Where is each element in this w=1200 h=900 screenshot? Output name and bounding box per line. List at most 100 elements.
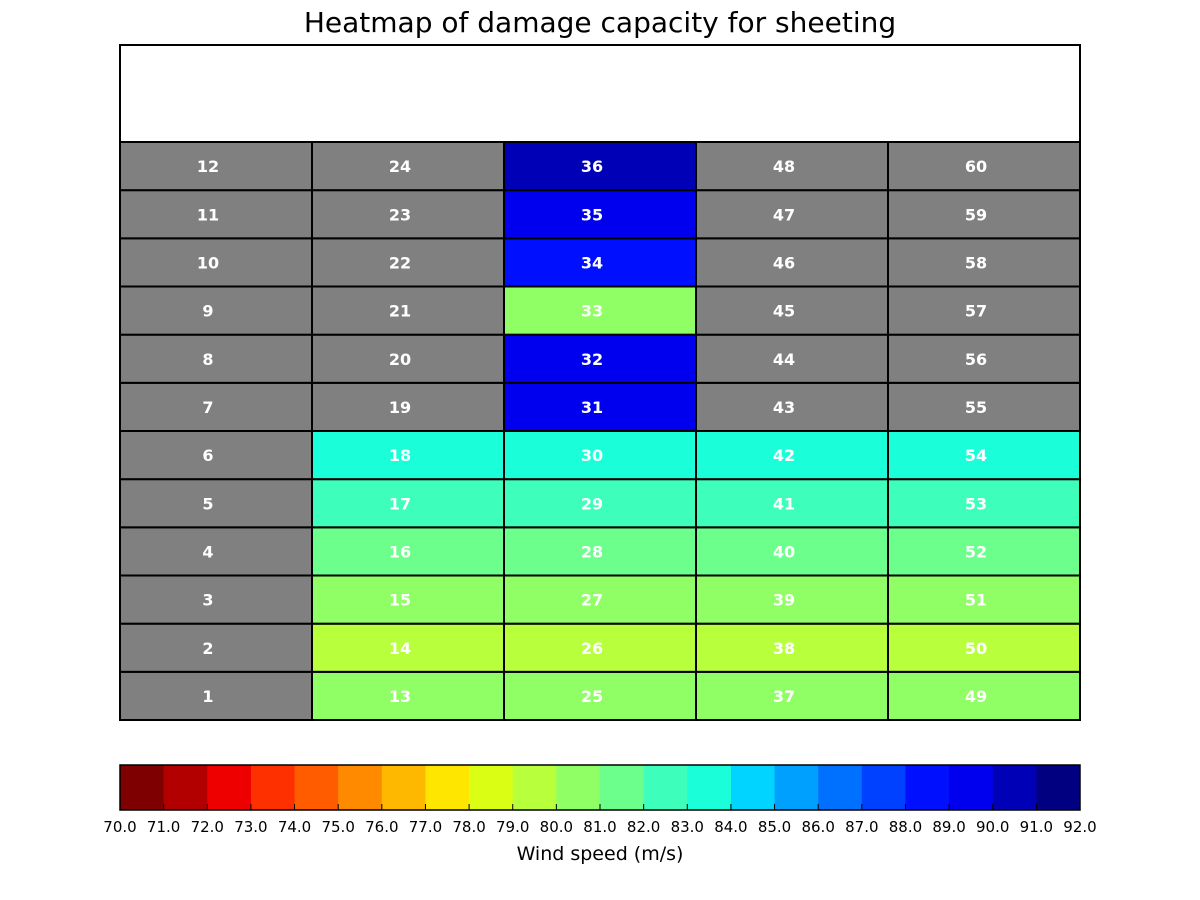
cell-label: 45 (773, 302, 795, 321)
colorbar-tick-label: 70.0 (103, 818, 136, 836)
heatmap-cell (695, 237, 889, 288)
cell-label: 2 (202, 639, 213, 658)
cell-label: 57 (965, 302, 987, 321)
colorbar-tick-label: 75.0 (321, 818, 354, 836)
cell-label: 59 (965, 205, 987, 224)
cell-label: 41 (773, 494, 795, 513)
colorbar-segment (1036, 765, 1081, 810)
cell-label: 60 (965, 157, 987, 176)
cell-label: 21 (389, 302, 411, 321)
colorbar-segment (600, 765, 645, 810)
plot-area: 1234567891011121314151617181920212223242… (119, 44, 1081, 721)
colorbar-segment (556, 765, 601, 810)
cell-label: 52 (965, 542, 987, 561)
heatmap-cell (695, 670, 889, 721)
colorbar-segment (774, 765, 819, 810)
colorbar-tick-label: 81.0 (583, 818, 616, 836)
cell-label: 10 (197, 253, 219, 272)
heatmap-cell (503, 333, 697, 384)
cell-label: 8 (202, 350, 213, 369)
colorbar-segment (120, 765, 165, 810)
cell-label: 12 (197, 157, 219, 176)
colorbar-tick-label: 89.0 (932, 818, 965, 836)
colorbar-segment (469, 765, 514, 810)
colorbar-tick-label: 83.0 (671, 818, 704, 836)
cell-label: 30 (581, 446, 603, 465)
cell-label: 32 (581, 350, 603, 369)
colorbar-label: Wind speed (m/s) (516, 843, 684, 865)
colorbar-segment (338, 765, 383, 810)
cell-label: 24 (389, 157, 411, 176)
cell-label: 38 (773, 639, 795, 658)
cell-label: 7 (202, 398, 213, 417)
heatmap-cell (695, 526, 889, 577)
cell-label: 29 (581, 494, 603, 513)
colorbar-segment (861, 765, 906, 810)
colorbar-tick-label: 73.0 (234, 818, 267, 836)
colorbar-tick-label: 80.0 (540, 818, 573, 836)
heatmap-cell (887, 237, 1081, 288)
colorbar-tick-label: 78.0 (452, 818, 485, 836)
heatmap-cell (887, 141, 1081, 192)
colorbar-segment (207, 765, 252, 810)
heatmap-cell (119, 574, 313, 625)
heatmap-cell (311, 381, 505, 433)
colorbar-segment (687, 765, 732, 810)
cell-label: 51 (965, 591, 987, 610)
cell-label: 6 (202, 446, 213, 465)
colorbar-segment (992, 765, 1037, 810)
heatmap-cell (695, 622, 889, 673)
heatmap-cell (887, 189, 1081, 240)
cell-label: 47 (773, 205, 795, 224)
colorbar-segment (818, 765, 863, 810)
colorbar-tick-label: 74.0 (278, 818, 311, 836)
cell-label: 28 (581, 542, 603, 561)
heatmap-cell (887, 526, 1081, 577)
colorbar-tick-label: 79.0 (496, 818, 529, 836)
colorbar-tick-label: 90.0 (976, 818, 1009, 836)
cell-label: 40 (773, 542, 795, 561)
colorbar-segment (949, 765, 994, 810)
cell-label: 44 (773, 350, 795, 369)
colorbar-segment (250, 765, 296, 810)
cell-label: 37 (773, 687, 795, 706)
cell-label: 42 (773, 446, 795, 465)
colorbar-tick-label: 85.0 (758, 818, 791, 836)
colorbar-segment (643, 765, 688, 810)
heatmap-cell (695, 574, 889, 625)
cell-label: 27 (581, 591, 603, 610)
colorbar-tick-label: 84.0 (714, 818, 747, 836)
cell-label: 14 (389, 639, 411, 658)
heatmap-cell (695, 478, 889, 529)
cell-label: 33 (581, 302, 603, 321)
colorbar-segment (512, 765, 557, 810)
colorbar-tick-label: 86.0 (801, 818, 834, 836)
cell-label: 53 (965, 494, 987, 513)
heatmap-cell (311, 622, 505, 673)
cell-label: 50 (965, 639, 987, 658)
cell-label: 48 (773, 157, 795, 176)
colorbar-tick-label: 87.0 (845, 818, 878, 836)
cell-label: 17 (389, 494, 411, 513)
heatmap-cell (311, 237, 505, 288)
plot-frame (119, 44, 1081, 721)
colorbar-tick-label: 76.0 (365, 818, 398, 836)
cell-label: 46 (773, 253, 795, 272)
cell-label: 13 (389, 687, 411, 706)
heatmap-cell (119, 430, 313, 481)
colorbar-segment (425, 765, 470, 810)
heatmap-cell (887, 670, 1081, 721)
cell-label: 22 (389, 253, 411, 272)
colorbar-tick-label: 77.0 (409, 818, 442, 836)
colorbar-tick-label: 71.0 (147, 818, 180, 836)
heatmap-cell (119, 670, 313, 721)
cell-label: 11 (197, 205, 219, 224)
colorbar-tick-label: 91.0 (1020, 818, 1053, 836)
heatmap-cell (119, 285, 313, 336)
heatmap-cell (311, 333, 505, 384)
colorbar-segment (381, 765, 426, 810)
cell-label: 20 (389, 350, 411, 369)
heatmap-cell (311, 189, 505, 240)
cell-label: 16 (389, 542, 411, 561)
